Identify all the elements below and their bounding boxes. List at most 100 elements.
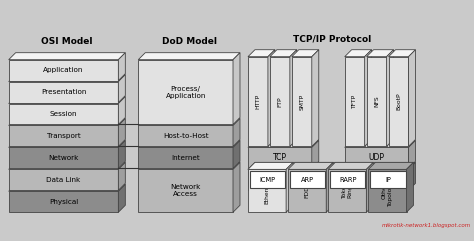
Polygon shape — [138, 141, 240, 147]
Polygon shape — [9, 97, 125, 104]
Text: Other
Topologies: Other Topologies — [382, 175, 393, 207]
Polygon shape — [138, 162, 240, 169]
Text: UDP: UDP — [369, 153, 384, 162]
Text: Host-to-Host: Host-to-Host — [163, 133, 209, 139]
Polygon shape — [248, 162, 293, 169]
Bar — [330, 171, 365, 188]
Polygon shape — [9, 184, 125, 191]
Polygon shape — [345, 50, 372, 57]
Polygon shape — [138, 147, 233, 168]
Polygon shape — [345, 147, 409, 168]
Polygon shape — [9, 162, 125, 169]
Text: Session: Session — [50, 111, 77, 117]
Text: TCP/IP Protocol: TCP/IP Protocol — [292, 35, 371, 44]
Text: Transport: Transport — [46, 133, 81, 139]
Polygon shape — [118, 75, 125, 103]
Polygon shape — [118, 97, 125, 125]
Text: Application: Application — [43, 67, 84, 73]
Text: DoD Model: DoD Model — [162, 37, 217, 46]
Text: SMTP: SMTP — [299, 94, 304, 110]
Polygon shape — [286, 162, 293, 212]
Polygon shape — [118, 184, 125, 212]
Polygon shape — [138, 60, 233, 125]
Text: Ethernet: Ethernet — [264, 178, 270, 204]
Text: Network
Access: Network Access — [171, 184, 201, 197]
Polygon shape — [9, 53, 125, 60]
Polygon shape — [365, 50, 372, 147]
Polygon shape — [248, 162, 416, 169]
Polygon shape — [9, 126, 118, 147]
Polygon shape — [288, 162, 333, 169]
Text: TCP: TCP — [273, 153, 287, 162]
Bar — [250, 171, 285, 188]
Polygon shape — [387, 50, 393, 147]
Polygon shape — [9, 119, 125, 126]
Polygon shape — [248, 169, 409, 190]
Text: RARP: RARP — [339, 177, 356, 183]
Text: Physical: Physical — [49, 199, 78, 205]
Polygon shape — [270, 57, 290, 147]
Polygon shape — [312, 141, 319, 168]
Polygon shape — [270, 50, 297, 57]
Bar — [370, 171, 405, 188]
Polygon shape — [345, 141, 416, 147]
Polygon shape — [9, 141, 125, 147]
Polygon shape — [312, 50, 319, 147]
Polygon shape — [366, 57, 387, 147]
Text: IP: IP — [385, 177, 391, 183]
Polygon shape — [345, 57, 365, 147]
Text: Process/
Application: Process/ Application — [165, 86, 206, 99]
Polygon shape — [409, 50, 416, 147]
Polygon shape — [138, 126, 233, 147]
Polygon shape — [389, 50, 416, 57]
Polygon shape — [9, 82, 118, 103]
Text: Internet: Internet — [171, 155, 200, 161]
Polygon shape — [366, 162, 374, 212]
Polygon shape — [409, 162, 416, 190]
Text: BootP: BootP — [396, 93, 401, 110]
Polygon shape — [9, 191, 118, 212]
Polygon shape — [138, 169, 233, 212]
Polygon shape — [290, 50, 297, 147]
Text: NFS: NFS — [374, 96, 379, 107]
Polygon shape — [368, 162, 413, 169]
Bar — [290, 171, 325, 188]
Polygon shape — [328, 162, 374, 169]
Text: HTTP: HTTP — [255, 94, 260, 109]
Polygon shape — [118, 53, 125, 81]
Polygon shape — [9, 60, 118, 81]
Polygon shape — [366, 50, 393, 57]
Text: TFTP: TFTP — [352, 94, 357, 109]
Text: FTP: FTP — [277, 96, 283, 107]
Polygon shape — [9, 169, 118, 190]
Polygon shape — [9, 75, 125, 82]
Polygon shape — [248, 147, 312, 168]
Polygon shape — [138, 119, 240, 126]
Polygon shape — [292, 50, 319, 57]
Polygon shape — [268, 50, 275, 147]
Text: Data Link: Data Link — [46, 177, 81, 183]
Polygon shape — [248, 57, 268, 147]
Polygon shape — [233, 141, 240, 168]
Polygon shape — [368, 169, 407, 212]
Polygon shape — [118, 119, 125, 147]
Polygon shape — [138, 53, 240, 60]
Polygon shape — [409, 141, 416, 168]
Polygon shape — [248, 141, 319, 147]
Polygon shape — [118, 141, 125, 168]
Polygon shape — [407, 162, 413, 212]
Polygon shape — [389, 57, 409, 147]
Polygon shape — [248, 50, 275, 57]
Polygon shape — [233, 53, 240, 125]
Polygon shape — [288, 169, 326, 212]
Text: ARP: ARP — [301, 177, 314, 183]
Text: Token
Ring: Token Ring — [342, 182, 353, 199]
Polygon shape — [328, 169, 366, 212]
Polygon shape — [233, 162, 240, 212]
Text: mikrotik-network1.blogspot.com: mikrotik-network1.blogspot.com — [382, 223, 471, 228]
Polygon shape — [9, 147, 118, 168]
Text: Network: Network — [48, 155, 79, 161]
Polygon shape — [326, 162, 333, 212]
Text: ICMP: ICMP — [259, 177, 275, 183]
Text: FDDI: FDDI — [305, 184, 310, 198]
